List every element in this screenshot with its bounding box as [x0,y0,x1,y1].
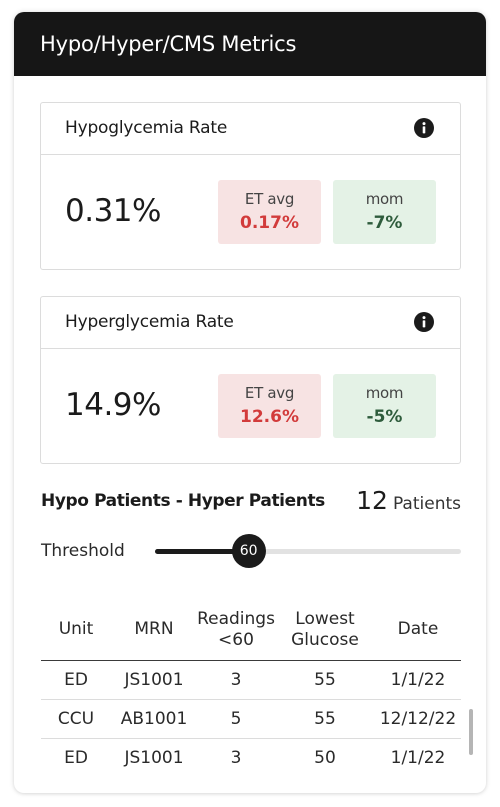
column-header-mrn[interactable]: MRN [111,600,197,661]
cell-readings: 3 [230,747,242,768]
info-icon[interactable] [414,312,434,332]
mom-label: mom [365,384,404,402]
card-title: Hyperglycemia Rate [65,312,234,332]
et-avg-label: ET avg [244,190,295,208]
readings-header-line1: Readings [197,608,275,629]
readings-header-line2: <60 [218,629,254,650]
threshold-control: Threshold 60 [41,534,461,568]
metric-value: 14.9% [65,387,161,423]
cell-unit: ED [64,747,88,768]
column-header-date[interactable]: Date [375,600,461,661]
metric-value: 0.31% [65,193,161,229]
cell-readings: 5 [197,699,275,739]
table-header-row: Unit MRN Readings <60 Lowest Glucose Dat… [41,600,461,661]
threshold-slider[interactable]: 60 [155,534,461,568]
cell-unit: CCU [41,699,111,739]
cell-lowest-glucose: 50 [314,747,336,768]
mom-value: -5% [366,407,403,427]
cell-date: 12/12/22 [375,699,461,739]
cell-readings: 3 [197,660,275,700]
column-header-readings[interactable]: Readings <60 [197,600,275,661]
mom-value: -7% [366,213,403,233]
cell-lowest-glucose: 55 [275,699,375,739]
column-header-lowest-glucose[interactable]: Lowest Glucose [275,600,375,661]
metrics-panel: Hypo/Hyper/CMS Metrics Hypoglycemia Rate… [14,12,486,793]
mom-chip: mom -7% [333,180,436,244]
column-header-unit[interactable]: Unit [41,600,111,661]
cell-unit: ED [41,660,111,700]
threshold-slider-thumb[interactable]: 60 [231,534,266,568]
threshold-label: Threshold [41,541,125,561]
patients-summary: Hypo Patients - Hyper Patients 12 Patient… [41,486,461,516]
patients-title: Hypo Patients - Hyper Patients [41,491,325,511]
et-avg-chip: ET avg 0.17% [218,180,321,244]
patients-count: 12 Patients [356,486,461,515]
hypoglycemia-card: Hypoglycemia Rate 0.31% ET avg 0.17% mom… [40,102,461,270]
table-row[interactable]: ED JS1001 3 50 1/1/22 [41,738,461,777]
et-avg-chip: ET avg 12.6% [218,374,321,438]
cell-lowest-glucose: 55 [275,660,375,700]
mom-label: mom [365,190,404,208]
panel-title: Hypo/Hyper/CMS Metrics [14,12,486,76]
threshold-slider-fill [155,549,249,554]
cell-mrn: JS1001 [111,660,197,700]
et-avg-value: 0.17% [240,213,299,233]
et-avg-label: ET avg [244,384,295,402]
table-row[interactable]: ED JS1001 3 55 1/1/22 [41,660,461,700]
patients-count-label: Patients [392,494,461,514]
card-header: Hypoglycemia Rate [41,103,460,155]
info-icon[interactable] [414,118,434,138]
card-header: Hyperglycemia Rate [41,297,460,349]
card-title: Hypoglycemia Rate [65,118,228,138]
cell-date: 1/1/22 [390,747,446,768]
cell-mrn: AB1001 [111,699,197,739]
hyperglycemia-card: Hyperglycemia Rate 14.9% ET avg 12.6% mo… [40,296,461,464]
et-avg-value: 12.6% [240,407,299,427]
patients-count-number: 12 [356,486,388,515]
cell-date: 1/1/22 [375,660,461,700]
patients-table: Unit MRN Readings <60 Lowest Glucose Dat… [41,600,461,777]
lowest-header-line2: Glucose [291,629,359,650]
mom-chip: mom -5% [333,374,436,438]
table-row[interactable]: CCU AB1001 5 55 12/12/22 [41,699,461,739]
cell-mrn: JS1001 [124,747,184,768]
table-scrollbar[interactable] [469,709,473,755]
lowest-header-line1: Lowest [295,608,355,629]
